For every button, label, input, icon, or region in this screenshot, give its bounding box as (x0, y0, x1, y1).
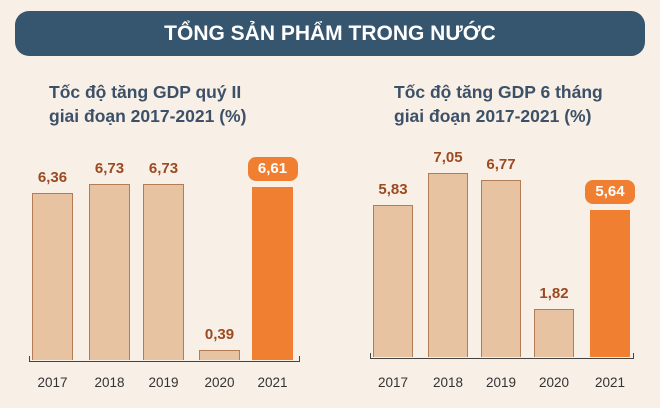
x-tick-label: 2019 (148, 375, 179, 390)
section-banner: TỔNG SẢN PHẨM TRONG NƯỚC (15, 11, 645, 56)
x-tick-label: 2018 (432, 375, 464, 390)
bar-2019 (481, 180, 521, 357)
chart-title-line: giai đoạn 2017-2021 (%) (49, 106, 247, 126)
bar-2020 (534, 309, 574, 357)
x-axis (29, 356, 300, 362)
data-label: 0,39 (204, 325, 235, 343)
chart-title-q2: Tốc độ tăng GDP quý II giai đoạn 2017-20… (49, 80, 246, 128)
x-tick-label: 2017 (37, 375, 68, 390)
x-tick-label: 2020 (538, 375, 570, 390)
banner-title: TỔNG SẢN PHẨM TRONG NƯỚC (164, 21, 496, 45)
bar-2018 (89, 183, 130, 360)
data-label: 6,77 (486, 156, 516, 174)
data-label: 5,64 (585, 179, 635, 204)
x-axis (370, 353, 634, 359)
x-tick-label: 2020 (204, 375, 235, 390)
chart-title-6m: Tốc độ tăng GDP 6 tháng giai đoạn 2017-2… (394, 80, 603, 128)
x-tick-label: 2019 (485, 375, 517, 390)
data-label: 5,83 (378, 180, 408, 198)
bar-2017 (32, 193, 73, 360)
data-label: 1,82 (539, 285, 569, 303)
x-tick-label: 2018 (94, 375, 125, 390)
bar-2017 (373, 204, 413, 357)
bar-2018 (428, 172, 468, 357)
data-label: 6,61 (247, 156, 298, 181)
bar-2021 (590, 209, 630, 357)
data-label: 6,73 (148, 159, 179, 177)
chart-title-line: Tốc độ tăng GDP quý II (49, 82, 242, 102)
chart-title-line: Tốc độ tăng GDP 6 tháng (394, 82, 603, 102)
x-tick-label: 2021 (257, 375, 288, 390)
x-tick-label: 2021 (594, 375, 626, 390)
bar-2019 (143, 183, 184, 360)
data-label: 6,73 (94, 159, 125, 177)
chart-title-line: giai đoạn 2017-2021 (%) (394, 106, 592, 126)
x-tick-label: 2017 (377, 375, 409, 390)
bar-2020 (199, 349, 240, 360)
data-label: 6,36 (37, 169, 68, 187)
bar-2021 (252, 186, 293, 360)
data-label: 7,05 (433, 148, 463, 166)
